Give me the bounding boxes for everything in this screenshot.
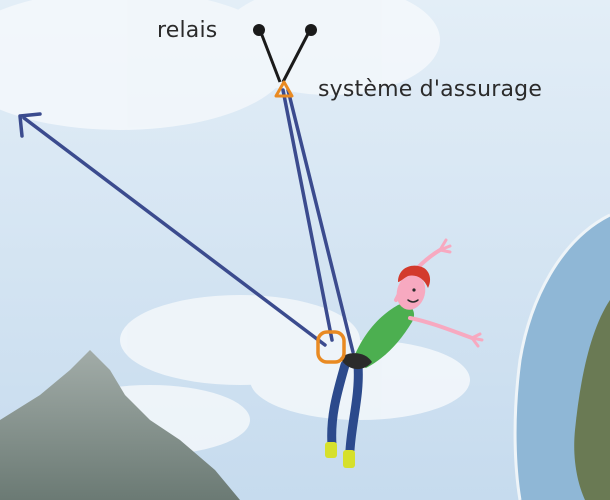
anchor-point-icon [253,24,317,83]
belay-triangle-icon [274,80,294,98]
climber-hand-up [438,238,452,254]
climber-shoe-right [343,450,355,468]
climber-mouth [407,299,419,303]
rock-wall-edge [513,213,610,500]
climber-hair [398,265,431,288]
climber-torso [352,303,415,368]
climber-shoe-left [325,442,337,458]
climber-head [396,274,426,310]
climber-eye [412,288,416,292]
rope-strands [281,88,355,354]
climber-arm-down [408,316,474,340]
rock-wall [574,300,610,500]
climber-leg-left [327,360,350,450]
climber-hand-down [470,332,484,348]
anchor-label: relais [157,18,218,43]
climber-figure [316,238,484,468]
carabiner-icon [316,330,346,364]
mountain-peak [0,350,240,500]
force-arrow-icon [18,112,327,347]
belay-device-label: système d'assurage [318,77,543,102]
climber-leg-right [345,360,363,455]
climber-harness [340,353,372,370]
